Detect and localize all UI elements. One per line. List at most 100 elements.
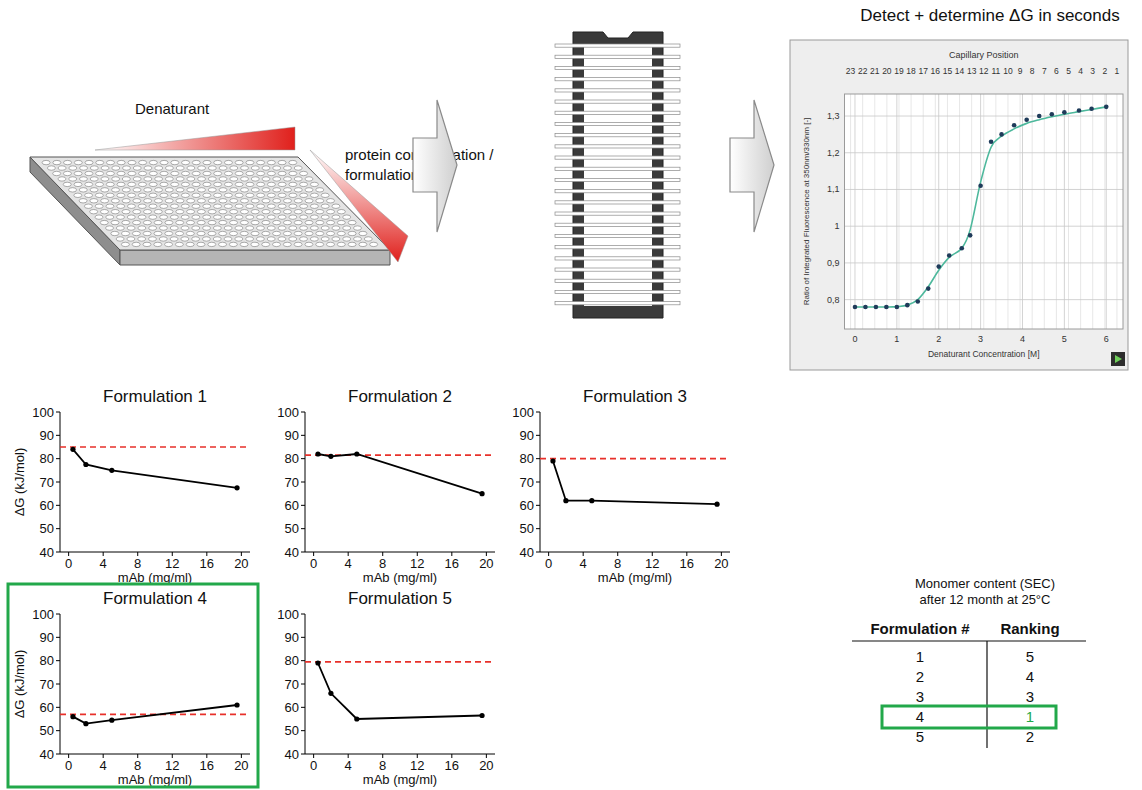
column-rule [986, 641, 987, 748]
well [348, 231, 356, 235]
y-tick-label: 80 [285, 653, 299, 668]
well [117, 204, 125, 208]
well [143, 231, 151, 235]
capillary [555, 302, 680, 305]
ranking-table: Monomer content (SEC)after 12 month at 2… [852, 576, 1086, 748]
well [354, 237, 362, 241]
y-tick-label: 1,1 [827, 184, 840, 194]
well [197, 220, 205, 224]
well [74, 193, 82, 197]
y-tick-label: 60 [285, 700, 299, 715]
well [122, 231, 130, 235]
well [240, 199, 248, 203]
y-tick-label: 40 [285, 747, 299, 762]
x-tick-label: 0 [65, 758, 72, 773]
data [60, 447, 250, 491]
well [321, 226, 329, 230]
chart-title: Formulation 4 [103, 589, 207, 608]
well [219, 199, 227, 203]
y-tick-label: 100 [277, 405, 299, 420]
capillary [555, 156, 680, 159]
well [90, 177, 98, 181]
y-tick [536, 505, 540, 506]
y-axis-title: ΔG (kJ/mol) [12, 448, 27, 517]
well [257, 215, 265, 219]
y-tick-label: 1,2 [827, 148, 840, 158]
well [246, 215, 254, 219]
grid-line-x [1064, 94, 1065, 329]
well [300, 193, 308, 197]
well [289, 171, 297, 175]
well [101, 188, 109, 192]
well [230, 188, 238, 192]
well [343, 237, 351, 241]
x-tick-label: 2 [936, 334, 941, 344]
y-tick-label: 60 [40, 498, 54, 513]
well [165, 199, 173, 203]
x-axis-title: mAb (mg/ml) [118, 772, 192, 787]
data-point [863, 305, 868, 310]
well [208, 188, 216, 192]
well [85, 193, 93, 197]
x-tick-label: 12 [165, 556, 179, 571]
well [160, 171, 168, 175]
x-axis [540, 552, 730, 553]
grid-line-x [1106, 94, 1107, 329]
well [273, 231, 281, 235]
well [133, 199, 141, 203]
well [321, 204, 329, 208]
well [240, 220, 248, 224]
y-tick [536, 552, 540, 553]
data-point [109, 718, 114, 723]
well [348, 220, 356, 224]
data-point [109, 468, 114, 473]
well [208, 209, 216, 213]
well [122, 220, 130, 224]
x2-tick-label: 8 [1030, 66, 1035, 76]
well [273, 220, 281, 224]
y-tick [536, 412, 540, 413]
well [224, 237, 232, 241]
chart-title: Formulation 5 [348, 589, 452, 608]
well [121, 242, 129, 246]
well [337, 220, 345, 224]
well [160, 215, 168, 219]
x2-tick-label: 11 [991, 66, 1000, 76]
data-line [73, 705, 237, 724]
well [58, 166, 66, 170]
well [144, 188, 152, 192]
x-tick-label: 8 [379, 556, 386, 571]
well [116, 237, 124, 241]
data-point [315, 451, 320, 456]
y-tick [56, 684, 60, 685]
row-highlight [882, 706, 1056, 728]
well [273, 177, 281, 181]
well [294, 242, 302, 246]
well [203, 160, 211, 164]
highlight-box [8, 584, 258, 787]
well [289, 237, 297, 241]
x2-tick-label: 6 [1054, 66, 1059, 76]
y-tick-label: 70 [520, 475, 534, 490]
grid-line-y [845, 189, 1124, 190]
well [267, 160, 275, 164]
grid-line-x [938, 94, 939, 329]
well [224, 182, 232, 186]
well [95, 204, 103, 208]
well [305, 220, 313, 224]
screenshot-frame [790, 40, 1128, 370]
well [256, 237, 264, 241]
grid-line-x2 [995, 94, 996, 329]
well [203, 193, 211, 197]
well [230, 166, 238, 170]
well [144, 199, 152, 203]
data-line [73, 449, 237, 488]
y-tick-label: 1 [834, 221, 839, 231]
well [187, 177, 195, 181]
well [348, 242, 356, 246]
well [321, 237, 329, 241]
x-tick-label: 20 [234, 758, 248, 773]
y-tick [301, 684, 305, 685]
well [262, 166, 270, 170]
well [160, 182, 168, 186]
